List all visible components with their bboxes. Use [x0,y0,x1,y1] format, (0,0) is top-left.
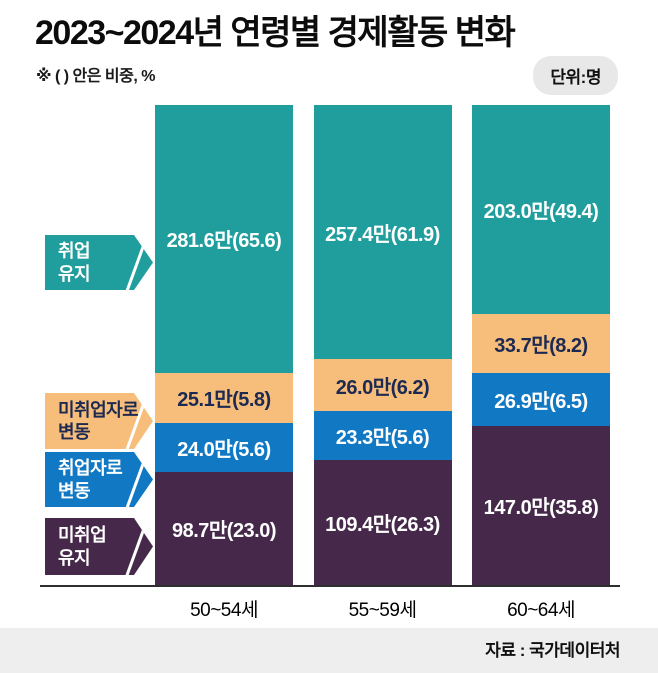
legend-label-line: 미취업자로 [58,399,139,420]
bar-segment: 33.7만(8.2) [472,314,610,373]
legend-label-line: 변동 [58,422,91,442]
bar-segment: 26.0만(6.2) [313,359,452,411]
bar-age-55-59: 257.4만(61.9) 26.0만(6.2) 23.3만(5.6) 109.4… [313,105,452,585]
segment-value-label: 33.7만(8.2) [494,334,588,357]
legend-label-line: 유지 [58,263,91,284]
segment-value-label: 26.9만(6.5) [494,390,588,413]
segment-value-label: 147.0만(35.8) [483,496,599,519]
x-axis-label: 60~64세 [507,600,575,621]
bar-age-60-64: 203.0만(49.4) 33.7만(8.2) 26.9만(6.5) 147.0… [472,105,610,585]
segment-value-label: 23.3만(5.6) [335,427,430,450]
bar-segment: 24.0만(5.6) [155,422,293,473]
legend-label-line: 변동 [58,480,91,501]
bar-age-50-54: 281.6만(65.6) 25.1만(5.8) 24.0만(5.6) 98.7만… [155,105,293,585]
legend-label-line: 미취업 [58,525,107,545]
x-axis-label: 55~59세 [348,600,417,621]
x-axis-labels: 50~54세 55~59세 60~64세 [155,595,610,622]
bar-segment: 98.7만(23.0) [155,472,293,585]
source-credit: 자료 : 국가데이터처 [485,641,620,660]
bar-segment: 109.4만(26.3) [313,460,452,585]
segment-value-label: 25.1만(5.8) [177,389,271,412]
legend-item-employment-maintained: 취업 유지 [45,235,153,290]
chart-note: ※ ( ) 안은 비중, % [36,68,156,85]
unit-badge: 단위:명 [533,56,618,95]
legend-label-line: 유지 [58,547,91,568]
bar-segment: 281.6만(65.6) [155,105,293,373]
footer-band: 자료 : 국가데이터처 [0,628,658,673]
segment-value-label: 98.7만(23.0) [171,520,277,543]
legend-item-moved-to-unemployed: 미취업자로 변동 [45,393,153,449]
segment-value-label: 24.0만(5.6) [177,439,271,462]
segment-value-label: 109.4만(26.3) [325,514,440,537]
legend-label-line: 취업자로 [58,458,123,478]
stacked-bar-chart: 281.6만(65.6) 25.1만(5.8) 24.0만(5.6) 98.7만… [155,105,610,585]
bar-segment: 257.4만(61.9) [313,105,452,360]
legend-label-line: 취업 [58,241,91,261]
bar-segment: 26.9만(6.5) [472,372,610,426]
bar-segment: 23.3만(5.6) [313,410,452,461]
x-axis-line [40,585,620,587]
bar-segment: 203.0만(49.4) [472,105,610,314]
legend-item-unemployment-maintained: 미취업 유지 [45,518,153,575]
segment-value-label: 281.6만(65.6) [166,230,282,253]
x-axis-label: 50~54세 [190,600,258,621]
bar-segment: 25.1만(5.8) [155,372,293,423]
segment-value-label: 203.0만(49.4) [483,201,599,223]
page-title: 2023~2024년 연령별 경제활동 변화 [35,14,516,52]
legend-item-moved-to-employed: 취업자로 변동 [45,452,153,507]
bar-segment: 147.0만(35.8) [472,425,610,585]
segment-value-label: 257.4만(61.9) [325,223,440,246]
segment-value-label: 26.0만(6.2) [335,376,430,399]
